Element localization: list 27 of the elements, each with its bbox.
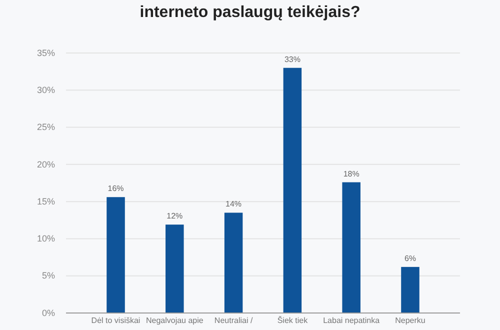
- data-label: 18%: [343, 169, 360, 178]
- y-tick-label: 35%: [36, 48, 55, 58]
- x-tick-label: Neperku: [395, 316, 426, 326]
- y-tick-label: 20%: [36, 159, 55, 170]
- y-tick-label: 5%: [42, 270, 55, 281]
- y-tick-label: 25%: [36, 122, 55, 132]
- y-tick-label: 30%: [36, 85, 55, 96]
- bar: [106, 197, 125, 313]
- data-label: 14%: [226, 200, 242, 209]
- data-label: 12%: [166, 212, 183, 221]
- bar: [224, 212, 243, 313]
- x-tick-label: Labai nepatinka: [323, 316, 380, 326]
- data-label: 6%: [404, 254, 416, 263]
- y-tick-label: 15%: [36, 196, 55, 206]
- bar: [166, 224, 184, 313]
- y-tick-label: 10%: [36, 234, 55, 244]
- y-tick-label: 0%: [42, 308, 55, 318]
- bar: [401, 266, 420, 313]
- data-label: 33%: [284, 54, 300, 64]
- x-tick-label: Šiek tiek: [277, 316, 309, 326]
- bar: [283, 68, 302, 313]
- x-tick-label: Negalvojau apie: [146, 316, 204, 326]
- chart-title: interneto paslaugų teikėjais?: [140, 4, 360, 21]
- x-tick-label: Dėl to visiškai: [91, 316, 140, 326]
- data-label: 16%: [108, 184, 124, 194]
- bar: [342, 182, 360, 313]
- x-tick-label: Neutraliai /: [214, 316, 254, 326]
